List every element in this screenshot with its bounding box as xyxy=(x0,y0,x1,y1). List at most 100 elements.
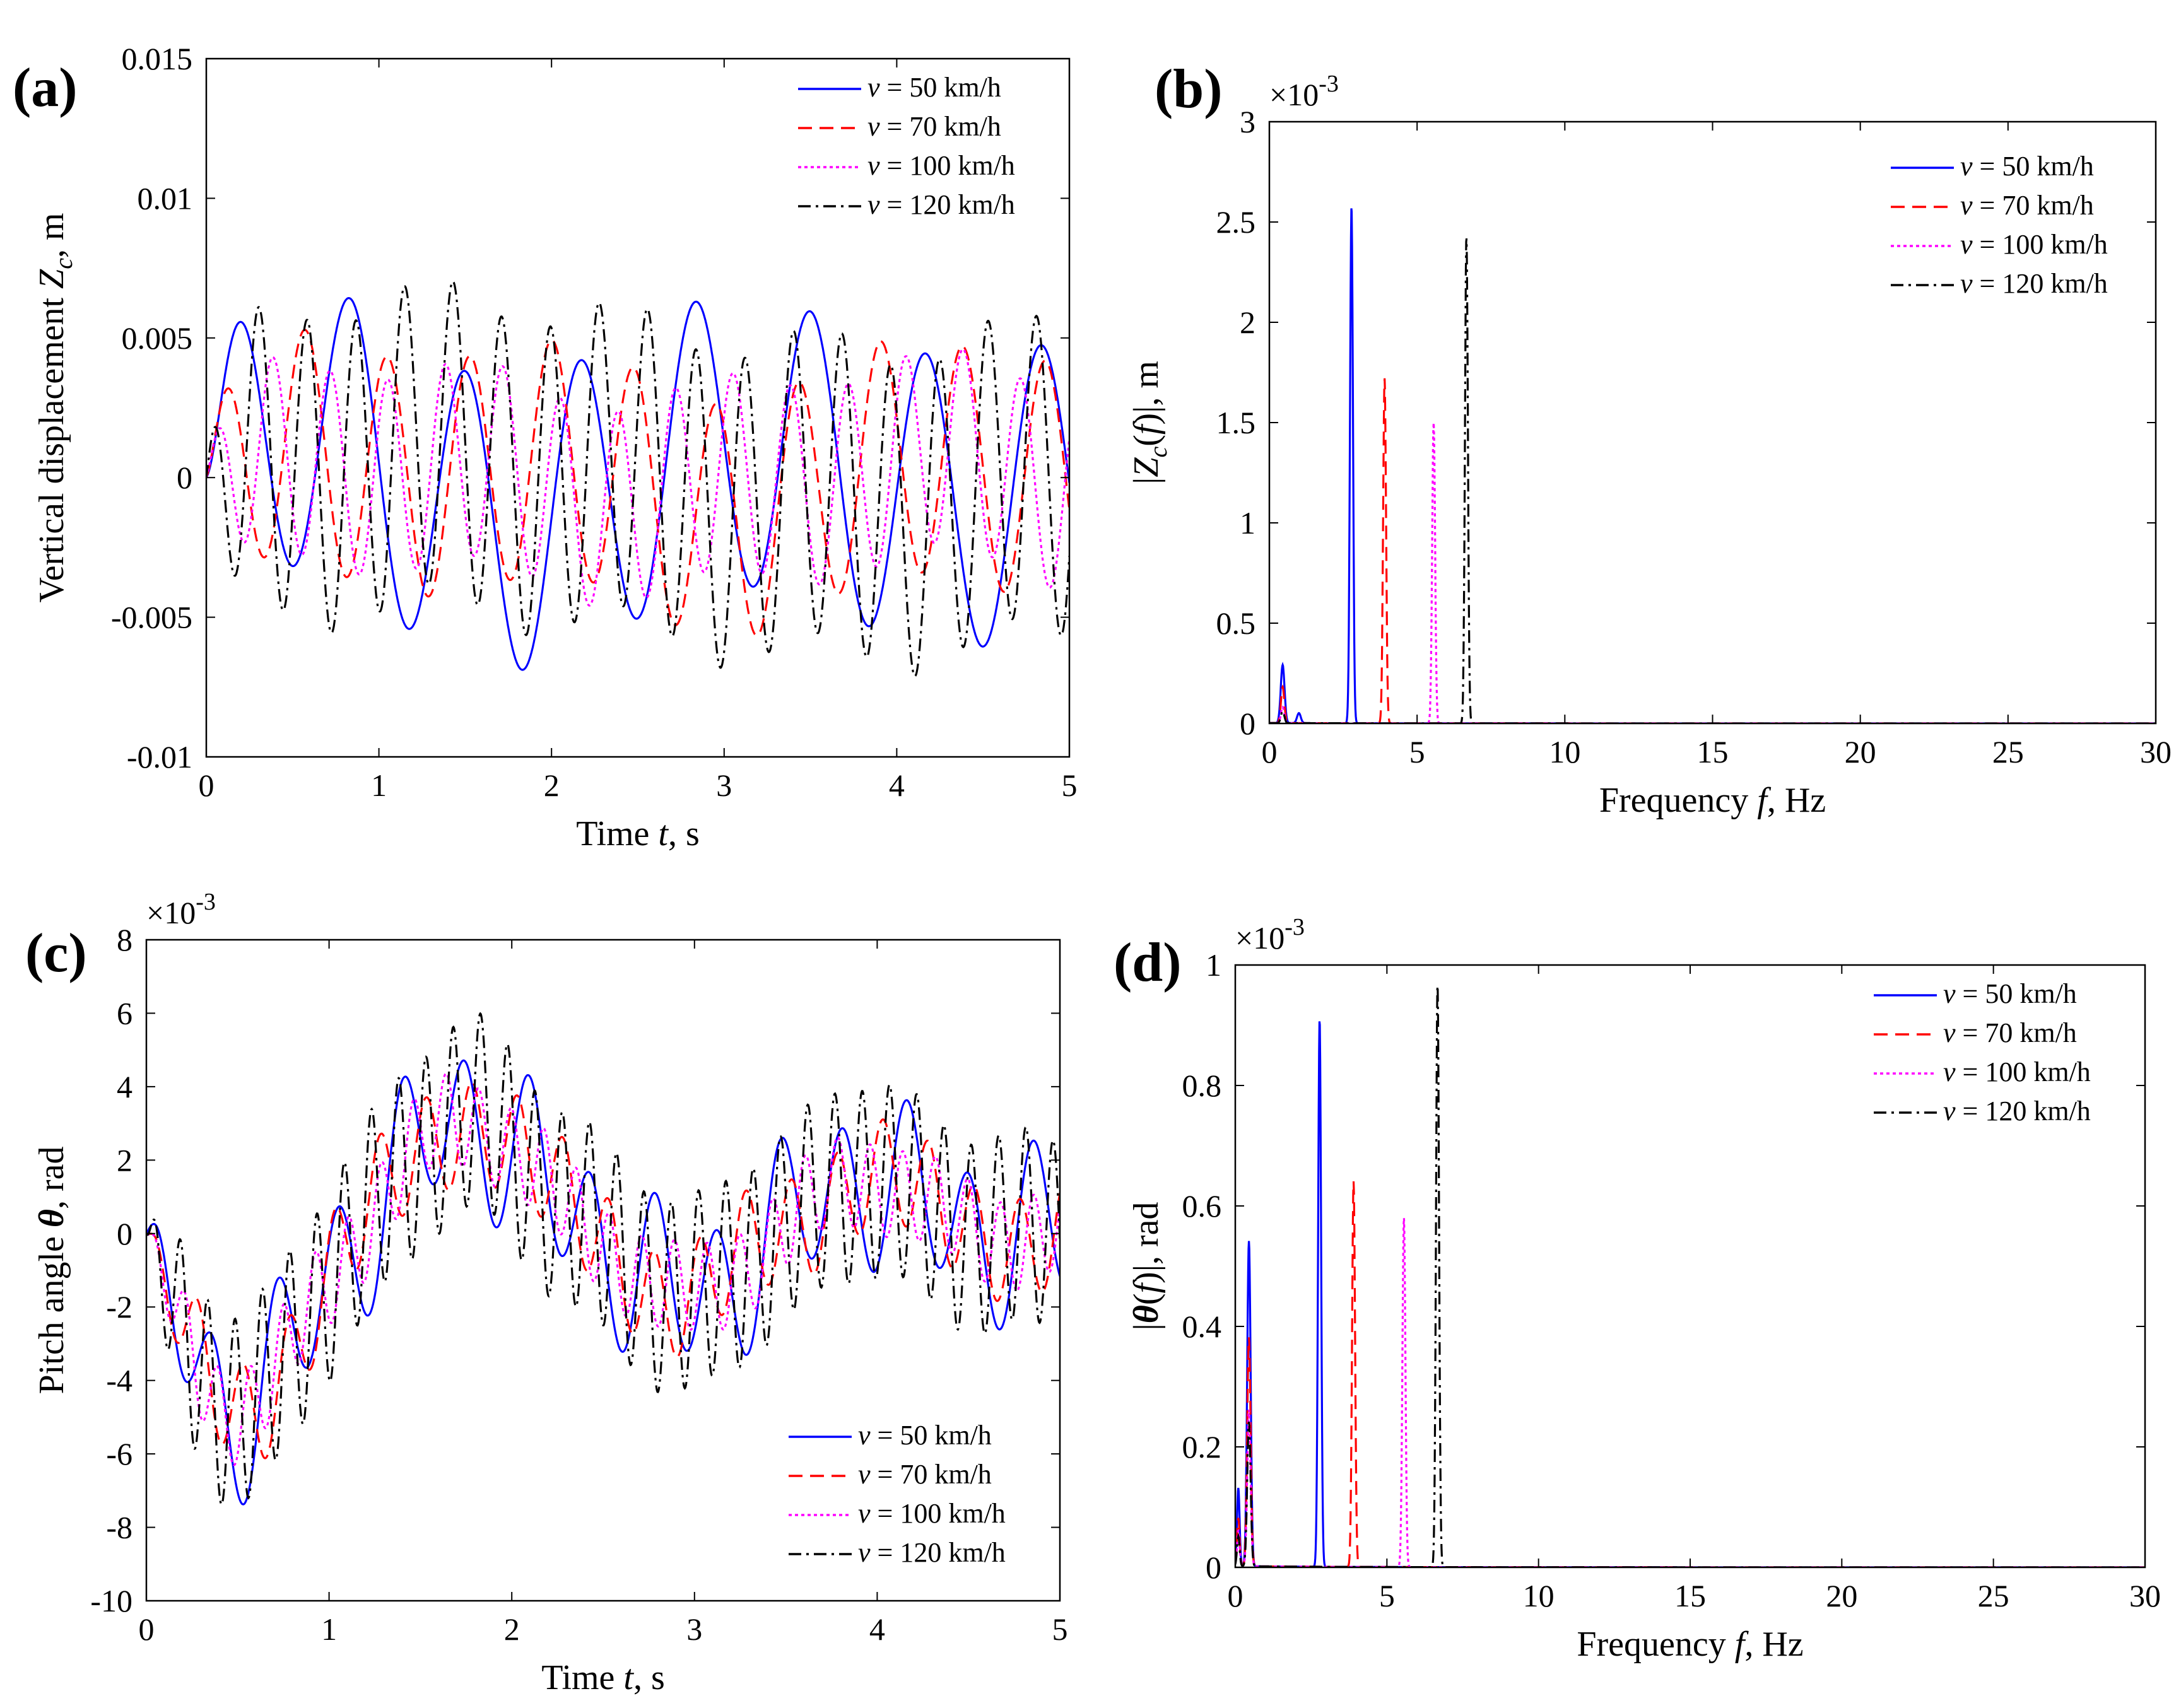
y-tick-label: 0 xyxy=(1206,1550,1221,1585)
y-tick-label: 2 xyxy=(1240,305,1255,340)
y-tick-label: -10 xyxy=(90,1583,132,1618)
x-tick-label: 30 xyxy=(2140,734,2172,769)
panel-label: (c) xyxy=(25,923,87,984)
x-axis-label: Frequency f, Hz xyxy=(1577,1625,1803,1664)
y-axis-label: Pitch angle θ, rad xyxy=(32,1147,71,1395)
y-tick-label: 0.5 xyxy=(1216,605,1256,641)
x-tick-label: 10 xyxy=(1523,1578,1555,1613)
legend-entry: v = 120 km/h xyxy=(1960,268,2108,299)
x-tick-label: 20 xyxy=(1826,1578,1857,1613)
x-tick-label: 5 xyxy=(1409,734,1425,769)
series-line-3 xyxy=(146,1072,1060,1466)
x-tick-label: 15 xyxy=(1697,734,1729,769)
series-line-2 xyxy=(1269,378,2156,723)
axes-frame xyxy=(145,939,1061,1602)
x-tick-label: 20 xyxy=(1845,734,1876,769)
y-tick-label: 0.6 xyxy=(1182,1188,1222,1224)
panel-label: (b) xyxy=(1155,59,1223,120)
y-tick-label: 1 xyxy=(1206,947,1221,983)
series-line-1 xyxy=(206,296,1069,671)
x-tick-label: 3 xyxy=(686,1611,702,1647)
y-axis-label: |θ(f)|, rad xyxy=(1127,1202,1166,1331)
y-tick-label: -0.005 xyxy=(111,600,192,635)
panel-label: (d) xyxy=(1114,932,1182,993)
y-tick-label: 2 xyxy=(117,1142,132,1178)
y-tick-label: 0.2 xyxy=(1182,1429,1222,1465)
series-line-3 xyxy=(206,348,1069,607)
legend-entry: v = 120 km/h xyxy=(1943,1096,2091,1126)
x-tick-label: 1 xyxy=(371,768,387,803)
series-line-3 xyxy=(1269,423,2156,723)
series-line-4 xyxy=(1269,238,2156,723)
x-tick-label: 1 xyxy=(321,1611,337,1647)
series-line-4 xyxy=(146,1012,1060,1507)
series-line-4 xyxy=(206,280,1069,678)
x-tick-label: 10 xyxy=(1549,734,1580,769)
legend-entry: v = 50 km/h xyxy=(1943,978,2077,1009)
axis-exponent: ×10-3 xyxy=(1269,71,1339,112)
x-tick-label: 4 xyxy=(889,768,905,803)
x-tick-label: 25 xyxy=(1992,734,2024,769)
legend-entry: v = 70 km/h xyxy=(858,1459,992,1490)
legend: v = 50 km/h v = 70 km/h v = 100 km/h v = 12… xyxy=(789,1420,1006,1568)
legend-entry: v = 50 km/h xyxy=(1960,151,2094,182)
x-tick-label: 5 xyxy=(1052,1611,1068,1647)
y-tick-label: 4 xyxy=(117,1069,132,1104)
legend: v = 50 km/h v = 70 km/h v = 100 km/h v = 12… xyxy=(1874,978,2091,1126)
x-tick-label: 2 xyxy=(504,1611,520,1647)
y-tick-label: -4 xyxy=(106,1363,132,1398)
y-tick-label: 1 xyxy=(1240,505,1255,541)
axis-exponent: ×10-3 xyxy=(146,889,216,930)
legend-entry: v = 70 km/h xyxy=(1943,1017,2077,1048)
series-line-2 xyxy=(1235,1181,2145,1567)
legend-entry: v = 70 km/h xyxy=(867,111,1001,142)
y-tick-label: 0 xyxy=(1240,706,1255,741)
x-axis-label: Frequency f, Hz xyxy=(1599,781,1826,820)
series-line-3 xyxy=(1235,1218,2145,1567)
y-tick-label: 0.005 xyxy=(122,320,193,356)
x-tick-label: 5 xyxy=(1062,768,1078,803)
legend-entry: v = 100 km/h xyxy=(858,1498,1006,1529)
y-tick-label: 0.8 xyxy=(1182,1068,1222,1103)
x-tick-label: 5 xyxy=(1379,1578,1395,1613)
x-tick-label: 15 xyxy=(1674,1578,1706,1613)
y-tick-label: 1.5 xyxy=(1216,405,1256,440)
legend-entry: v = 120 km/h xyxy=(858,1537,1006,1568)
x-axis-label: Time t, s xyxy=(541,1658,665,1697)
y-tick-label: -2 xyxy=(106,1289,132,1325)
series-line-1 xyxy=(146,1059,1060,1506)
y-tick-label: 0 xyxy=(117,1216,132,1251)
series-line-2 xyxy=(146,1081,1060,1459)
panel-label: (a) xyxy=(13,57,78,119)
axes-frame xyxy=(1234,964,2146,1569)
axis-exponent: ×10-3 xyxy=(1235,914,1305,956)
legend-entry: v = 50 km/h xyxy=(867,72,1001,103)
chart-panel-4: 0 5 10 15 20 25 30 0 0.2 0.4 0.6 0.8 1 ×10-3 Frequency… xyxy=(1114,914,2161,1664)
x-tick-label: 3 xyxy=(716,768,732,803)
x-tick-label: 4 xyxy=(869,1611,885,1647)
x-tick-label: 25 xyxy=(1978,1578,2009,1613)
x-tick-label: 0 xyxy=(199,768,215,803)
x-tick-label: 0 xyxy=(1228,1578,1243,1613)
y-tick-label: 0.01 xyxy=(138,180,193,216)
y-tick-label: 3 xyxy=(1240,104,1255,139)
y-tick-label: -6 xyxy=(106,1436,132,1471)
y-axis-label: Vertical displacement Zc, m xyxy=(32,213,78,602)
y-tick-label: 6 xyxy=(117,995,132,1031)
legend-entry: v = 120 km/h xyxy=(867,189,1015,220)
chart-panel-2: 0 5 10 15 20 25 30 0 0.5 1 1.5 2 2.5 3 ×10-3 Frequency … xyxy=(1127,59,2172,820)
y-tick-label: -0.01 xyxy=(127,739,192,775)
x-tick-label: 0 xyxy=(139,1611,155,1647)
y-tick-label: 0 xyxy=(177,460,192,495)
legend: v = 50 km/h v = 70 km/h v = 100 km/h v = 12… xyxy=(798,72,1015,220)
legend-entry: v = 100 km/h xyxy=(1960,229,2108,260)
y-tick-label: 0.015 xyxy=(122,41,193,76)
legend-entry: v = 100 km/h xyxy=(867,150,1015,181)
legend-entry: v = 70 km/h xyxy=(1960,190,2094,221)
y-tick-label: 0.4 xyxy=(1182,1309,1222,1344)
y-axis-label: |Zc(f)|, m xyxy=(1127,361,1172,484)
chart-panel-1: 0 1 2 3 4 5 -0.01 -0.005 0 0.005 0.01 0.015 Time t, … xyxy=(13,41,1078,853)
x-tick-label: 0 xyxy=(1262,734,1278,769)
x-tick-label: 30 xyxy=(2129,1578,2161,1613)
